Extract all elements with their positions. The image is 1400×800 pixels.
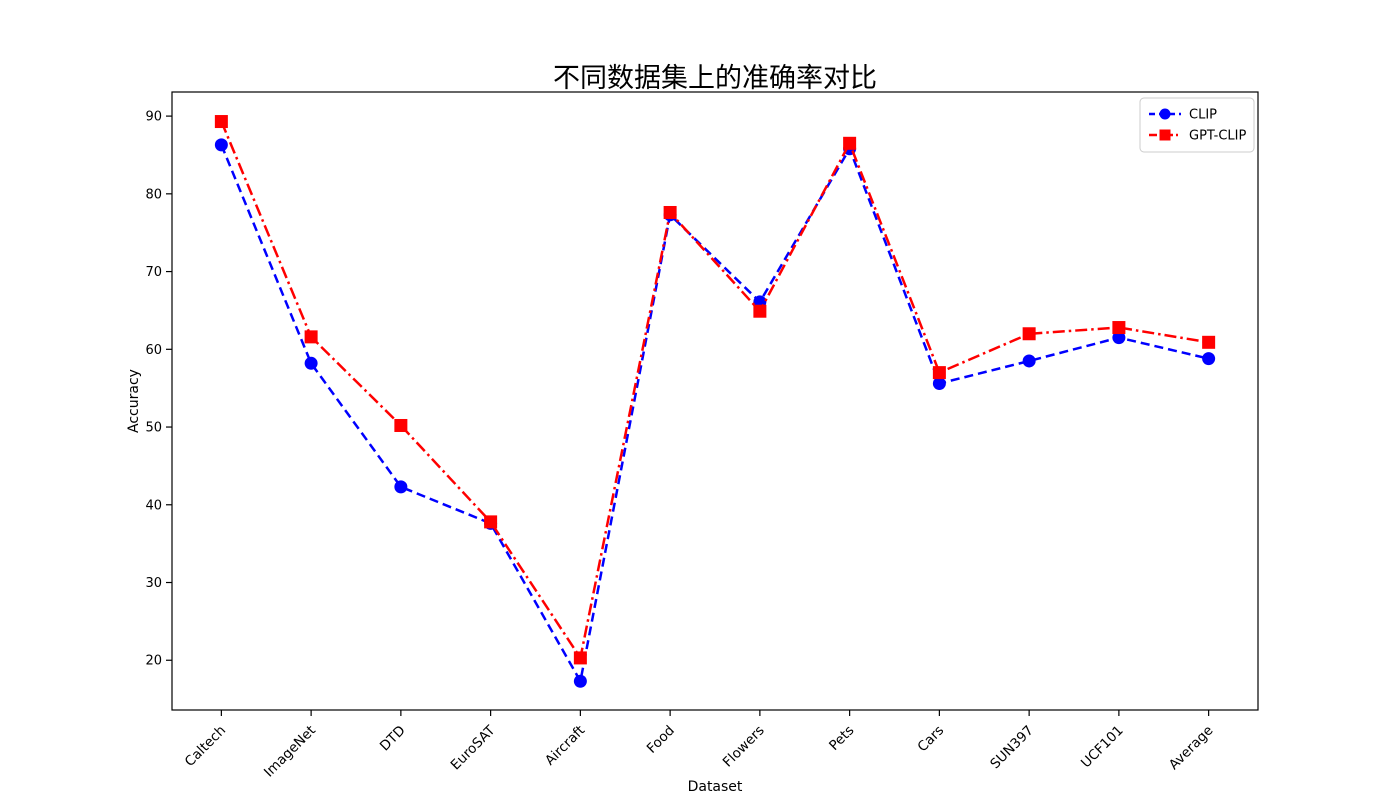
x-tick-label: Pets bbox=[826, 723, 857, 754]
marker-GPT-CLIP-DTD bbox=[394, 418, 408, 432]
marker-GPT-CLIP-Average bbox=[1202, 335, 1216, 349]
legend-box bbox=[1139, 97, 1255, 153]
marker-CLIP-Aircraft bbox=[573, 674, 587, 688]
y-tick-label: 30 bbox=[145, 576, 162, 591]
marker-CLIP-DTD bbox=[394, 480, 408, 494]
marker-GPT-CLIP-Aircraft bbox=[573, 651, 587, 665]
y-tick-label: 90 bbox=[145, 110, 162, 125]
marker-CLIP-ImageNet bbox=[304, 356, 318, 370]
x-axis-label: Dataset bbox=[688, 779, 743, 795]
legend-label-GPT-CLIP: GPT-CLIP bbox=[1189, 129, 1247, 144]
marker-GPT-CLIP-UCF101 bbox=[1112, 321, 1126, 335]
y-tick-label: 80 bbox=[145, 187, 162, 202]
y-tick-label: 50 bbox=[145, 421, 162, 436]
x-tick-label: EuroSAT bbox=[448, 722, 499, 773]
series-line-GPT-CLIP bbox=[220, 121, 1209, 662]
x-tick-label: SUN397 bbox=[987, 723, 1037, 773]
marker-GPT-CLIP-SUN397 bbox=[1022, 327, 1036, 341]
marker-CLIP-Caltech bbox=[214, 138, 228, 152]
series-line-CLIP bbox=[220, 144, 1209, 685]
marker-GPT-CLIP-Caltech bbox=[214, 115, 228, 129]
x-tick-label: Average bbox=[1166, 723, 1217, 774]
x-tick-label: Caltech bbox=[182, 723, 229, 770]
marker-CLIP-UCF101 bbox=[1112, 331, 1126, 345]
marker-GPT-CLIP-Pets bbox=[843, 136, 857, 150]
axes-frame bbox=[171, 91, 1259, 711]
y-axis-label: Accuracy bbox=[126, 369, 142, 433]
legend-marker-CLIP bbox=[1159, 108, 1171, 120]
legend-marker-GPT-CLIP bbox=[1159, 129, 1171, 141]
y-tick-label: 40 bbox=[145, 498, 162, 513]
x-tick-label: DTD bbox=[377, 723, 409, 755]
x-tick-label: ImageNet bbox=[261, 723, 319, 781]
x-tick-label: UCF101 bbox=[1078, 723, 1127, 772]
marker-CLIP-Average bbox=[1202, 352, 1216, 366]
marker-CLIP-SUN397 bbox=[1022, 354, 1036, 368]
x-tick-label: Aircraft bbox=[542, 723, 588, 769]
marker-CLIP-Cars bbox=[932, 377, 946, 391]
y-tick-label: 20 bbox=[145, 654, 162, 669]
marker-GPT-CLIP-Food bbox=[663, 205, 677, 219]
marker-GPT-CLIP-EuroSAT bbox=[484, 515, 498, 529]
x-tick-label: Cars bbox=[914, 723, 947, 756]
chart-title: 不同数据集上的准确率对比 bbox=[553, 63, 877, 94]
marker-GPT-CLIP-Cars bbox=[932, 366, 946, 380]
legend-label-CLIP: CLIP bbox=[1189, 108, 1217, 123]
x-tick-label: Food bbox=[644, 723, 678, 757]
marker-GPT-CLIP-Flowers bbox=[753, 304, 767, 318]
marker-GPT-CLIP-ImageNet bbox=[304, 330, 318, 344]
x-tick-label: Flowers bbox=[720, 723, 768, 771]
y-tick-label: 60 bbox=[145, 343, 162, 358]
y-tick-label: 70 bbox=[145, 265, 162, 280]
